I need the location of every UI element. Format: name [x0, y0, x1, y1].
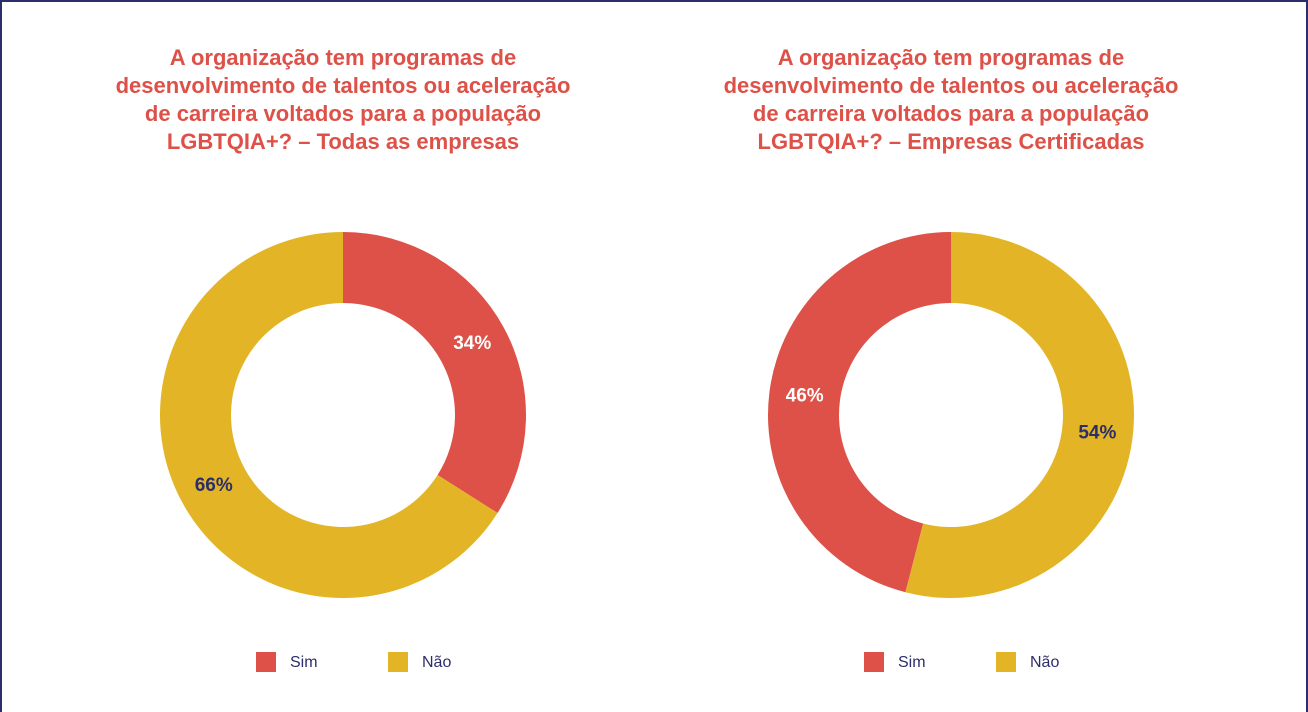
chart-title: A organização tem programas de desenvolv… — [723, 45, 1179, 154]
chart-title: A organização tem programas de desenvolv… — [115, 45, 571, 154]
legend-label: Não — [422, 654, 451, 671]
legend-swatch — [256, 652, 276, 672]
legend-label: Não — [1030, 654, 1059, 671]
legend-swatch — [996, 652, 1016, 672]
donut-segment — [159, 232, 498, 598]
legend-label: Sim — [898, 654, 926, 671]
data-label: 54% — [1078, 423, 1116, 444]
data-label: 66% — [195, 475, 233, 496]
legend-label: Sim — [290, 654, 318, 671]
donut-segment — [343, 232, 526, 514]
donut-segment — [768, 232, 951, 593]
data-label: 46% — [786, 386, 824, 407]
donut-segment — [905, 232, 1134, 598]
legend-swatch — [864, 652, 884, 672]
legend-swatch — [388, 652, 408, 672]
data-label: 34% — [453, 333, 491, 354]
